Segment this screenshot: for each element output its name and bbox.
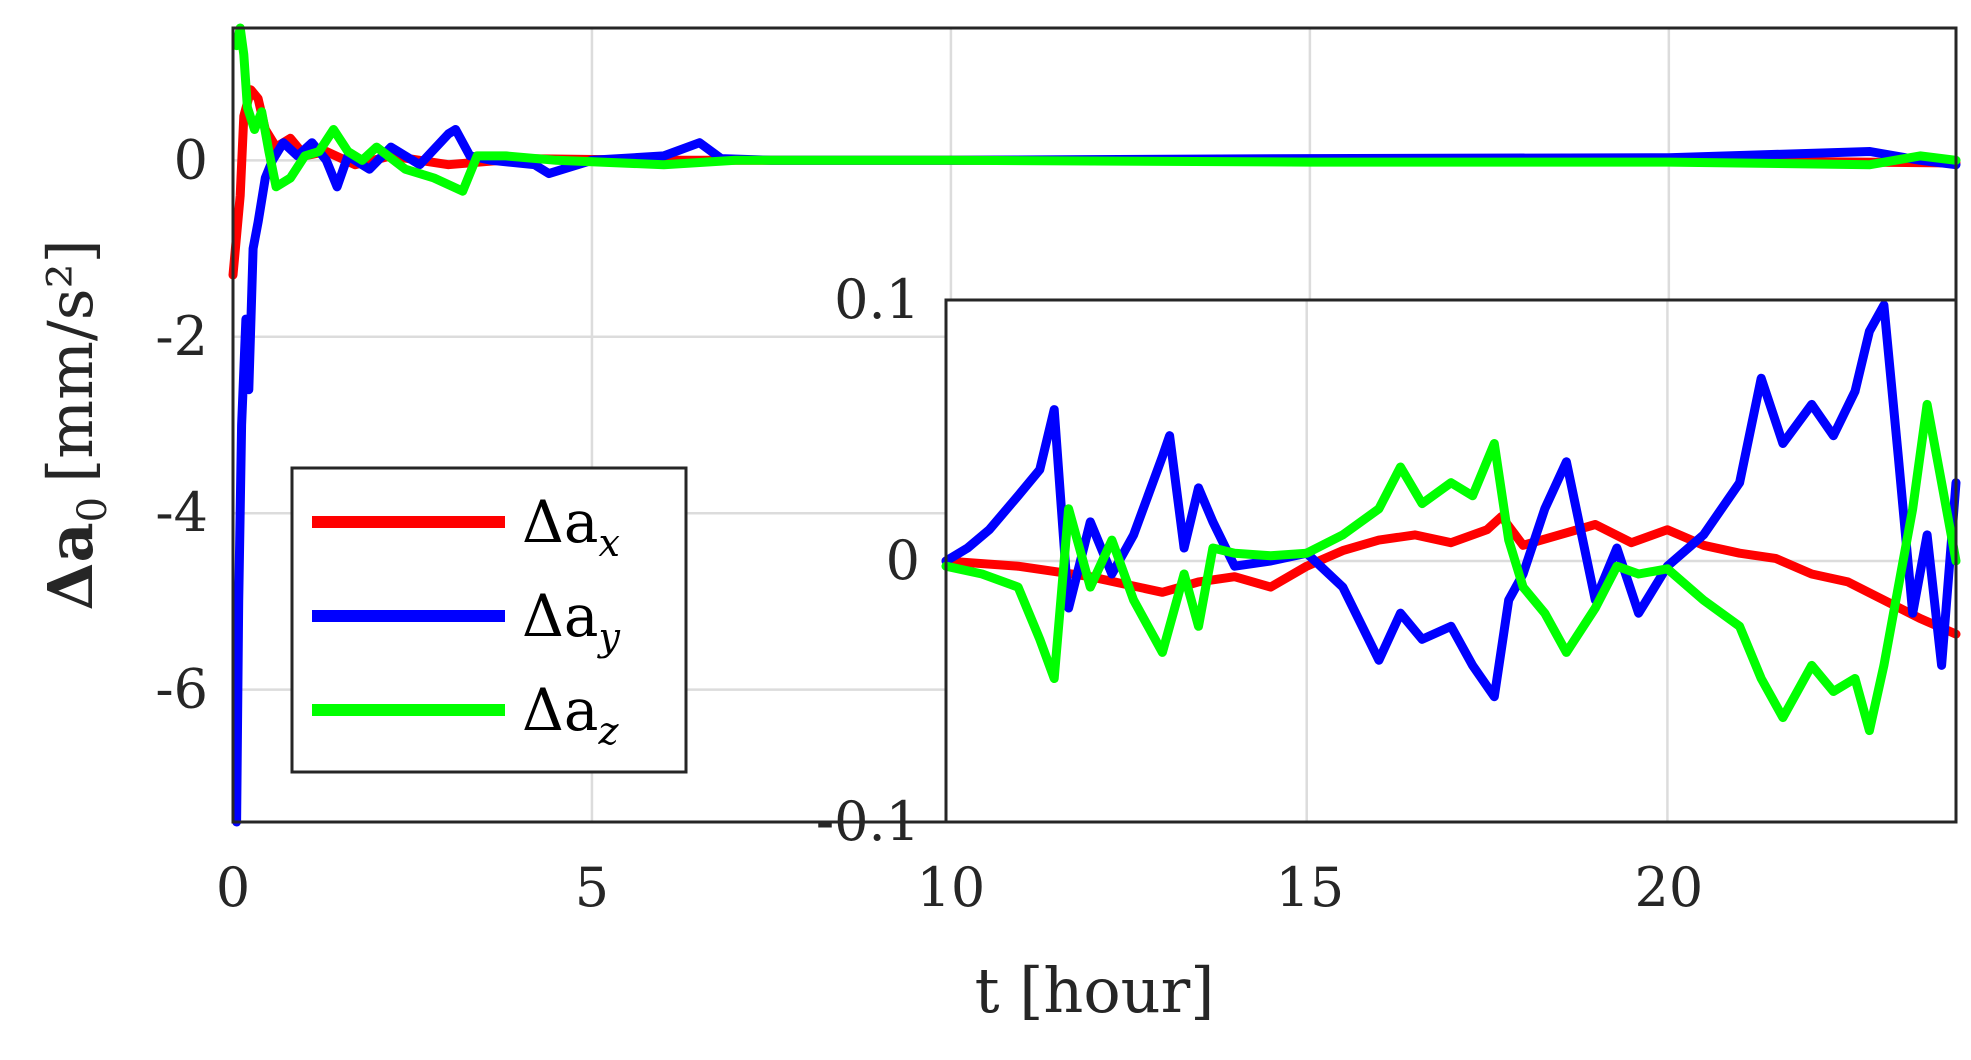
inset-y-tick-label: 0 [886,529,920,592]
legend-label-sub: x [598,521,619,565]
x-tick-label: 5 [575,856,609,919]
main-y-tick-labels: 0 -2 -4 -6 [155,128,208,720]
main-x-tick-labels: 0 5 10 15 20 [216,856,1703,919]
x-axis-label: t [hour] [975,954,1215,1027]
inset-y-tick-label: 0.1 [834,268,920,331]
legend-label-sub: y [596,615,620,659]
x-tick-label: 15 [1276,856,1345,919]
inset-plot-frame [944,298,1958,824]
y-tick-label: -6 [155,658,208,721]
y-axis-label-main: Δa [34,522,107,610]
y-tick-label: 0 [174,128,208,191]
legend-label-main: Δa [522,582,598,650]
y-tick-label: -4 [155,481,208,544]
main-series-line-az [232,23,1961,196]
inset-series [941,300,1961,736]
y-axis-label-unit: [mm/s²] [34,239,107,483]
legend-label: Δay [522,582,620,659]
x-tick-label: 10 [917,856,986,919]
legend-label: Δaz [522,676,619,753]
x-tick-label: 20 [1634,856,1703,919]
inset-y-tick-label: -0.1 [816,790,920,853]
legend-label: Δax [522,488,620,565]
y-tick-label: -2 [155,305,208,368]
x-tick-label: 0 [216,856,250,919]
legend-label-main: Δa [522,676,598,744]
legend-label-main: Δa [522,488,598,556]
y-axis-label: Δa0 [mm/s²] [34,239,116,610]
inset-series-line-az [941,399,1961,736]
y-axis-label-sub: 0 [70,497,116,522]
main-series [228,23,1961,827]
legend-label-sub: z [597,709,619,753]
inset-y-tick-labels: 0.1 0 -0.1 [816,268,920,853]
